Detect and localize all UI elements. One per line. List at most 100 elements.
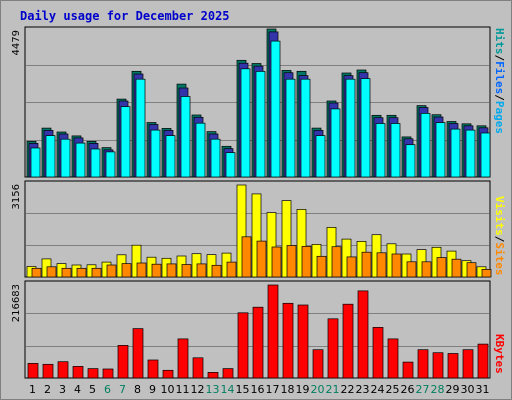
pages-bar (360, 78, 371, 178)
visits-sites-legend: Visits/Sites (493, 196, 506, 276)
pages-bar (405, 144, 416, 178)
kbytes-bar (282, 302, 294, 379)
hits-files-pages-legend-part: / (493, 94, 506, 101)
pages-bar (315, 135, 326, 178)
kbytes-legend: KBytes (493, 334, 506, 374)
hits-files-pages-legend-part: Hits (493, 28, 506, 55)
pages-bar (60, 138, 71, 178)
pages-bar (330, 108, 341, 178)
pages-bar (300, 78, 311, 178)
day-label: 29 (446, 383, 460, 396)
kbytes-bar (222, 368, 234, 379)
pages-bar (165, 135, 176, 178)
day-label: 28 (431, 383, 445, 396)
day-label: 21 (326, 383, 340, 396)
sites-bar (226, 261, 237, 278)
pages-bar (30, 147, 41, 178)
sites-bar (76, 267, 87, 278)
sites-bar (346, 256, 357, 278)
kbytes-bar (417, 349, 429, 379)
visits-bar (266, 212, 277, 278)
pages-bar (225, 152, 236, 178)
visits-sites-legend-part: Visits (493, 196, 506, 236)
sites-bar (211, 264, 222, 278)
kbytes-bar (297, 304, 309, 379)
pages-bar (135, 78, 146, 178)
kbytes-bar (147, 359, 159, 379)
day-label: 23 (356, 383, 370, 396)
day-label: 4 (74, 383, 81, 396)
sites-bar (406, 261, 417, 278)
sites-bar (31, 267, 42, 278)
sites-bar (391, 253, 402, 278)
visits-bar (296, 209, 307, 278)
day-label: 3 (59, 383, 66, 396)
pages-bar (375, 123, 386, 178)
day-label: 27 (416, 383, 430, 396)
pages-bar (270, 40, 281, 178)
pages-bar (450, 128, 461, 178)
sites-bar (316, 255, 327, 278)
hits-files-pages-legend: Hits/Files/Pages (493, 28, 506, 134)
pages-bar (180, 96, 191, 178)
visits-bar (131, 244, 142, 278)
kbytes-bar (372, 327, 384, 379)
pages-bar (480, 132, 491, 178)
pages-bar (255, 71, 266, 178)
pages-bar (285, 78, 296, 178)
pages-bar (195, 122, 206, 178)
kbytes-bar (447, 353, 459, 379)
day-label: 1 (29, 383, 36, 396)
sites-bar (481, 269, 492, 278)
kbytes-bar (87, 368, 99, 379)
kbytes-bar (192, 357, 204, 379)
day-label: 30 (461, 383, 475, 396)
sites-bar (46, 266, 57, 278)
visits-sites-legend-part: / (493, 236, 506, 243)
day-label: 17 (266, 383, 280, 396)
sites-bar (361, 251, 372, 278)
sites-bar (151, 263, 162, 278)
sites-bar (181, 264, 192, 278)
day-label: 6 (104, 383, 111, 396)
kbytes-bar (357, 290, 369, 379)
sites-bar (106, 264, 117, 278)
hits-scale-label: 4479 (11, 30, 22, 55)
day-label: 16 (251, 383, 265, 396)
sites-bar (286, 245, 297, 278)
visits-scale-label: 3156 (11, 184, 22, 209)
pages-bar (120, 106, 131, 178)
pages-bar (345, 78, 356, 178)
pages-bar (390, 123, 401, 178)
kbytes-bar (312, 349, 324, 379)
day-label: 20 (311, 383, 325, 396)
pages-bar (150, 129, 161, 178)
kbytes-bar (252, 306, 264, 379)
visits-bar (251, 193, 262, 278)
pages-bar (240, 68, 251, 178)
sites-bar (196, 263, 207, 278)
day-label: 2 (44, 383, 51, 396)
visits-sites-legend-part: Sites (493, 242, 506, 275)
kbytes-bar (72, 366, 84, 379)
kbytes-bar (342, 303, 354, 379)
kbytes-bar (477, 343, 489, 379)
pages-bar (435, 122, 446, 178)
kbytes-bar (177, 338, 189, 379)
sites-bar (466, 262, 477, 278)
pages-bar (210, 138, 221, 178)
sites-bar (451, 258, 462, 278)
day-label: 5 (89, 383, 96, 396)
kbytes-bar (387, 338, 399, 379)
day-label: 10 (161, 383, 175, 396)
chart-title: Daily usage for December 2025 (20, 9, 230, 23)
kbytes-legend-part: KBytes (493, 334, 506, 374)
sites-bar (331, 246, 342, 278)
day-label: 24 (371, 383, 385, 396)
sites-bar (376, 252, 387, 278)
day-label: 12 (191, 383, 205, 396)
kbytes-bar (207, 372, 219, 379)
kbytes-bar (402, 361, 414, 379)
kbytes-bar (327, 318, 339, 379)
